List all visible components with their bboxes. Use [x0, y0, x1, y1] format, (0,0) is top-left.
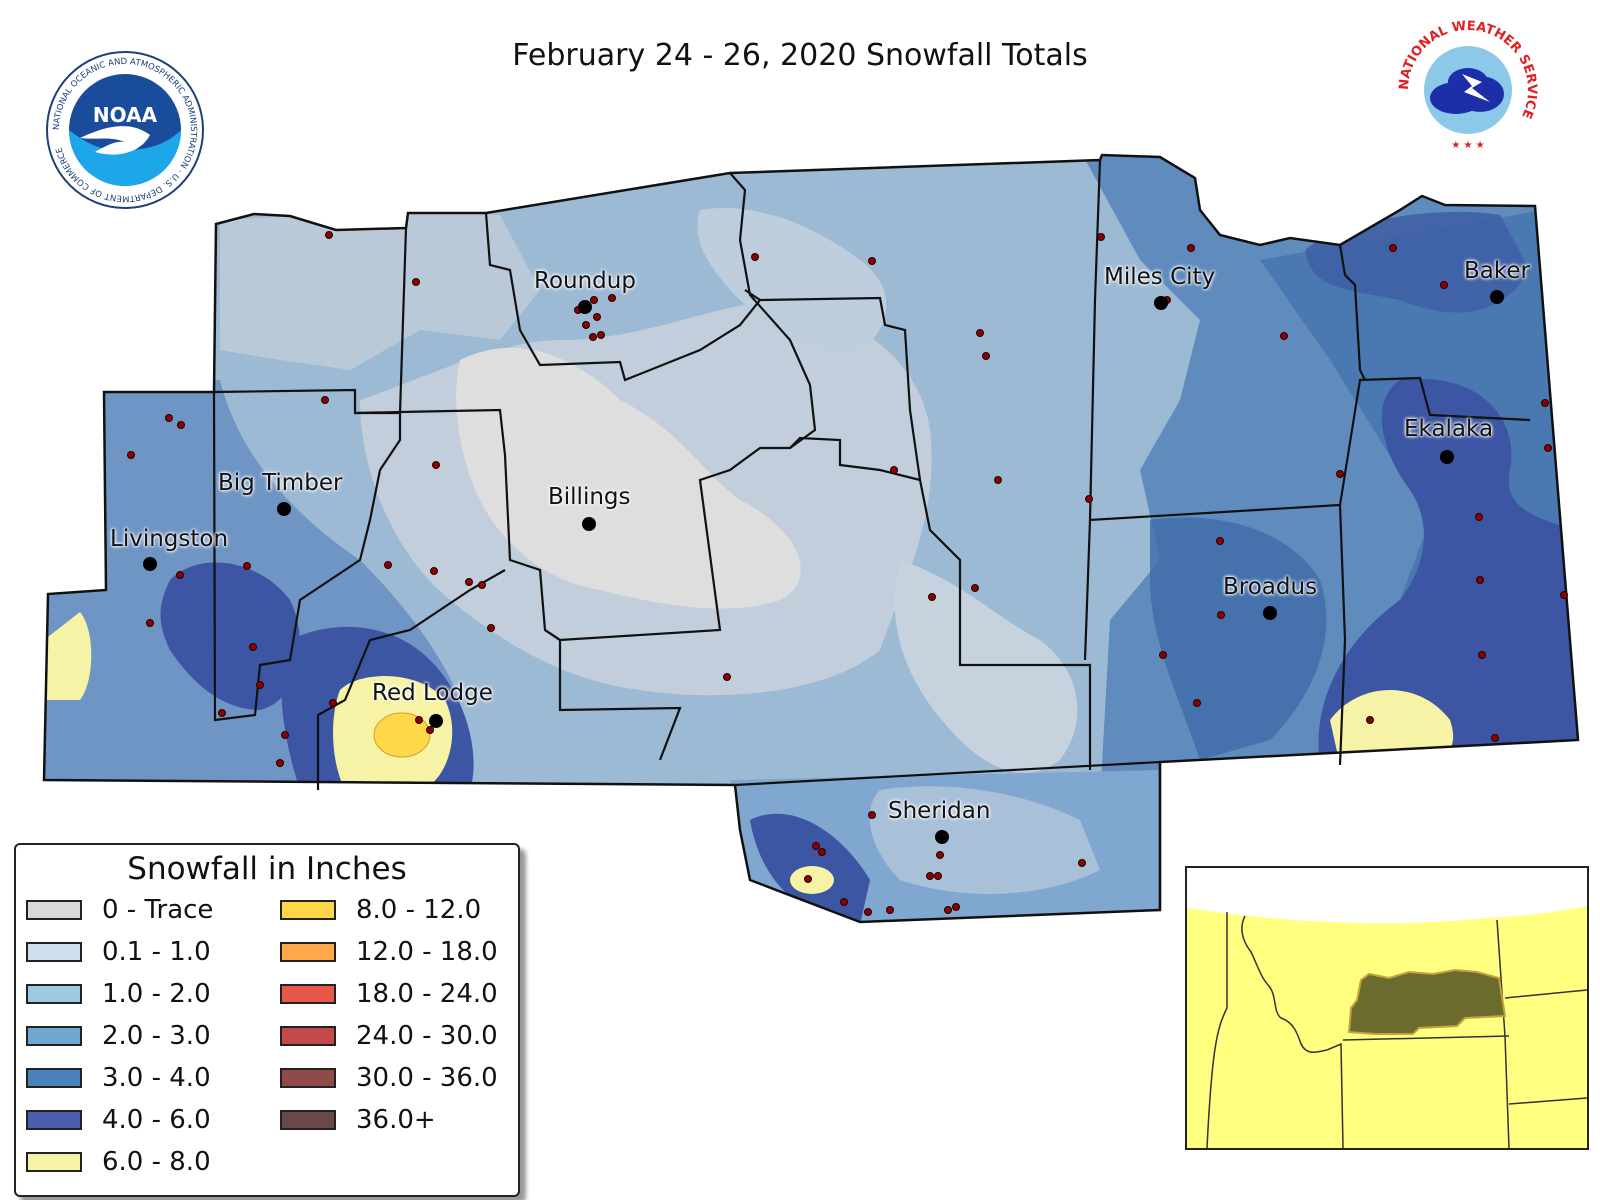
city-label-roundup: Roundup [534, 268, 636, 294]
legend-item: 30.0 - 36.0 [280, 1063, 498, 1093]
city-label-livingston: Livingston [110, 526, 229, 552]
legend-item: 0 - Trace [26, 895, 213, 925]
legend-item-label: 18.0 - 24.0 [356, 979, 498, 1009]
legend-item-label: 36.0+ [356, 1105, 436, 1135]
legend-title: Snowfall in Inches [127, 851, 407, 887]
legend-item: 12.0 - 18.0 [280, 937, 498, 967]
nws-logo: NATIONAL WEATHER SERVICE ★ ★ ★ [1398, 20, 1538, 158]
legend-swatch [280, 1026, 336, 1046]
legend-item-label: 24.0 - 30.0 [356, 1021, 498, 1051]
legend-item: 3.0 - 4.0 [26, 1063, 211, 1093]
legend: Snowfall in Inches 0 - Trace 0.1 - 1.0 1.0… [14, 843, 520, 1197]
legend-item: 8.0 - 12.0 [280, 895, 481, 925]
locator-inset-map [1185, 866, 1589, 1150]
noaa-logo-text: NOAA [93, 103, 158, 127]
legend-item: 0.1 - 1.0 [26, 937, 211, 967]
legend-item: 24.0 - 30.0 [280, 1021, 498, 1051]
legend-swatch [26, 1026, 82, 1046]
legend-swatch [280, 1068, 336, 1088]
city-label-red-lodge: Red Lodge [372, 680, 493, 706]
legend-swatch [280, 900, 336, 920]
legend-swatch [280, 942, 336, 962]
legend-item-label: 2.0 - 3.0 [102, 1021, 211, 1051]
legend-swatch [26, 1068, 82, 1088]
legend-item: 6.0 - 8.0 [26, 1147, 211, 1177]
legend-swatch [26, 1152, 82, 1172]
legend-swatch [26, 984, 82, 1004]
city-label-ekalaka: Ekalaka [1404, 416, 1494, 442]
legend-swatch [280, 1110, 336, 1130]
map-title: February 24 - 26, 2020 Snowfall Totals [512, 38, 1088, 73]
legend-swatch [26, 942, 82, 962]
nws-stars-icon: ★ ★ ★ [1451, 140, 1484, 151]
city-label-billings: Billings [548, 484, 631, 510]
city-markers [143, 290, 1504, 844]
legend-item: 18.0 - 24.0 [280, 979, 498, 1009]
legend-swatch [280, 984, 336, 1004]
legend-item: 1.0 - 2.0 [26, 979, 211, 1009]
city-label-baker: Baker [1464, 258, 1530, 284]
legend-item-label: 4.0 - 6.0 [102, 1105, 211, 1135]
city-label-sheridan: Sheridan [888, 798, 991, 824]
legend-item-label: 6.0 - 8.0 [102, 1147, 211, 1177]
legend-item: 4.0 - 6.0 [26, 1105, 211, 1135]
city-label-big-timber: Big Timber [218, 470, 343, 496]
city-label-broadus: Broadus [1223, 574, 1318, 600]
station-dots [127, 231, 1568, 916]
legend-item-label: 12.0 - 18.0 [356, 937, 498, 967]
city-label-miles-city: Miles City [1104, 264, 1216, 290]
legend-item-label: 0 - Trace [102, 895, 214, 925]
legend-item: 36.0+ [280, 1105, 436, 1135]
legend-item-label: 8.0 - 12.0 [356, 895, 482, 925]
legend-item-label: 3.0 - 4.0 [102, 1063, 211, 1093]
county-borders [212, 159, 1531, 910]
legend-item-label: 30.0 - 36.0 [356, 1063, 498, 1093]
legend-item-label: 0.1 - 1.0 [102, 937, 211, 967]
legend-swatch [26, 1110, 82, 1130]
legend-swatch [26, 900, 82, 920]
inset-svg [1187, 868, 1587, 1148]
legend-item: 2.0 - 3.0 [26, 1021, 211, 1051]
inset-highlight-region [1347, 968, 1507, 1035]
legend-item-label: 1.0 - 2.0 [102, 979, 211, 1009]
noaa-logo: NATIONAL OCEANIC AND ATMOSPHERIC ADMINIS… [46, 51, 204, 209]
